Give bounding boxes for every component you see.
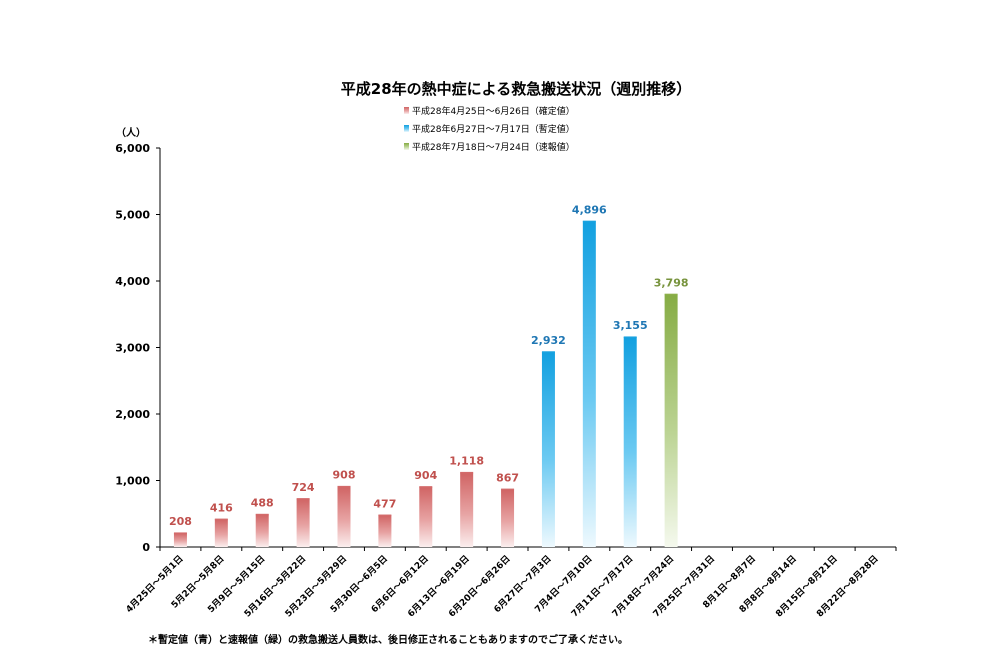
legend-swatch	[404, 143, 409, 150]
bar	[173, 533, 187, 547]
data-label: 488	[251, 497, 274, 510]
legend: 平成28年4月25日～6月26日（確定値） 平成28年6月27日～7月17日（暫定…	[404, 105, 575, 153]
data-label: 1,118	[449, 455, 484, 468]
bar	[296, 498, 310, 547]
y-axis-ticks: 0 1,000 2,000 3,000 4,000 5,000 6,000	[115, 142, 160, 554]
legend-label: 平成28年4月25日～6月26日（確定値）	[412, 105, 575, 117]
bar	[255, 514, 269, 547]
data-label: 2,932	[531, 334, 566, 347]
data-label: 904	[414, 469, 437, 482]
x-axis-ticks: 4月25日～5月1日5月2日～5月8日5月9日～5月15日5月16日～5月22日…	[124, 547, 897, 620]
legend-label: 平成28年6月27日～7月17日（暫定値）	[412, 123, 575, 135]
bar	[214, 519, 228, 547]
y-tick-label: 1,000	[115, 475, 150, 488]
data-label: 208	[169, 515, 192, 528]
y-tick-label: 0	[142, 541, 150, 554]
data-labels: 208 416 488 724 908 477 904 1,118 867 2,932 4,896 3…	[169, 203, 689, 528]
y-tick-label: 3,000	[115, 342, 150, 355]
data-label: 4,896	[572, 203, 607, 216]
data-label: 867	[496, 471, 519, 484]
data-label: 3,155	[613, 319, 648, 332]
legend-swatch	[404, 125, 409, 132]
bar	[541, 352, 555, 547]
legend-swatch	[404, 107, 409, 114]
bar	[501, 489, 515, 547]
y-axis-unit-label: （人）	[116, 126, 146, 139]
bar	[419, 486, 433, 547]
legend-label: 平成28年7月18日～7月24日（速報値）	[412, 141, 575, 153]
chart-title: 平成28年の熱中症による救急搬送状況（週別推移）	[341, 80, 691, 98]
y-tick-label: 2,000	[115, 408, 150, 421]
y-tick-label: 5,000	[115, 209, 150, 222]
data-label: 3,798	[654, 276, 689, 289]
footnote: ＊暫定値（青）と速報値（緑）の救急搬送人員数は、後日修正されることもありますので…	[148, 635, 628, 646]
y-tick-label: 6,000	[115, 142, 150, 155]
bar	[582, 221, 596, 547]
bars	[173, 220, 678, 547]
y-tick-label: 4,000	[115, 275, 150, 288]
bar	[664, 294, 678, 547]
bar	[337, 486, 351, 547]
data-label: 908	[333, 469, 356, 482]
bar	[378, 515, 392, 547]
data-label: 477	[373, 497, 396, 510]
bar	[623, 337, 637, 547]
data-label: 416	[210, 501, 233, 514]
bar	[460, 472, 474, 547]
data-label: 724	[292, 481, 315, 494]
